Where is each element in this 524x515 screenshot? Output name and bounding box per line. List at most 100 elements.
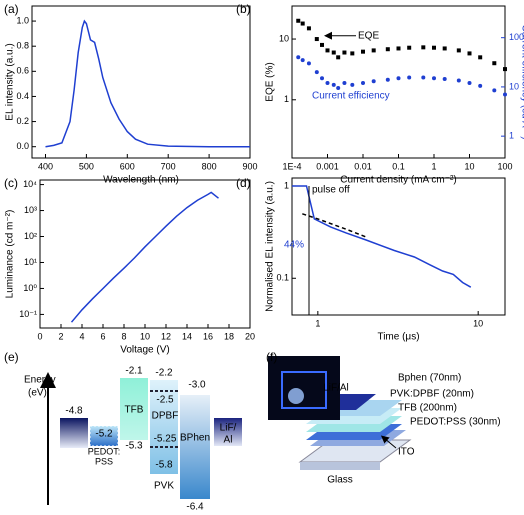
- eqe-point: [456, 48, 461, 53]
- x-tick-label: 0.001: [316, 161, 339, 171]
- device-photo: [268, 356, 340, 420]
- x-tick-label: 100: [497, 161, 512, 171]
- y2-axis-label: Current efficiency (cd A⁻¹): [519, 24, 524, 139]
- energy-label: -2.2: [155, 368, 173, 379]
- photo-pixel: [281, 371, 327, 409]
- y-axis-label: EQE (%): [265, 62, 276, 101]
- ce-point: [331, 82, 336, 87]
- ce-point: [478, 83, 483, 88]
- x-tick-label: 6: [100, 331, 105, 341]
- eqe-point: [342, 50, 347, 55]
- x-tick-label: 20: [245, 331, 255, 341]
- eqe-point: [336, 55, 341, 60]
- x-tick-label: 0.01: [354, 161, 372, 171]
- y-axis-label: Luminance (cd m⁻²): [5, 210, 16, 299]
- y-tick-label: 0.2: [16, 116, 29, 126]
- y-tick-label: 10³: [24, 205, 37, 215]
- energy-label: -4.8: [65, 406, 83, 417]
- y-tick-label: 10⁴: [23, 179, 37, 189]
- photo-glow: [288, 388, 304, 404]
- x-tick-label: 10: [140, 331, 150, 341]
- annotation: 44%: [284, 240, 304, 251]
- x-tick-label: 8: [121, 331, 126, 341]
- bphen-level: [180, 395, 210, 499]
- data-line: [292, 185, 472, 288]
- ito-arrow: [380, 435, 397, 449]
- panel-label: (d): [236, 176, 251, 190]
- device-diagram: [268, 356, 412, 470]
- panel-label: (f): [266, 350, 277, 364]
- ce-point: [467, 81, 472, 86]
- series-label: Current efficiency: [312, 90, 390, 101]
- ce-point: [296, 55, 301, 60]
- eqe-point: [492, 61, 497, 66]
- plot-frame: [39, 179, 251, 329]
- x-tick-label: 900: [242, 161, 257, 171]
- eqe-point: [320, 42, 325, 47]
- x-tick-label: 1: [315, 318, 320, 328]
- eqe-point: [385, 47, 390, 52]
- fit-line: [302, 213, 367, 238]
- ce-point: [407, 75, 412, 80]
- eqe-point: [442, 46, 447, 51]
- energy-label: Al: [224, 435, 233, 446]
- x-tick-label: 14: [182, 331, 192, 341]
- ce-point: [421, 75, 426, 80]
- eqe-point: [306, 26, 311, 31]
- ce-point: [361, 81, 365, 86]
- y2-tick-label: 1: [509, 131, 514, 141]
- x-tick-label: 500: [79, 161, 94, 171]
- ito-level: [60, 418, 88, 448]
- static-texts: (e) Energy (eV) (f): [4, 350, 277, 398]
- eqe-point: [432, 45, 436, 50]
- eqe-point: [314, 37, 319, 42]
- x-tick-label: 10: [473, 318, 483, 328]
- ce-point: [492, 88, 497, 93]
- y-tick-label: 0.4: [16, 91, 29, 101]
- eqe-point: [478, 55, 483, 60]
- ce-point: [350, 82, 355, 87]
- x-tick-label: 700: [161, 161, 176, 171]
- x-tick-label: 4: [79, 331, 84, 341]
- x-axis-label: Voltage (V): [120, 345, 169, 356]
- axis-label: (eV): [28, 388, 47, 399]
- x-tick-label: 1: [431, 161, 436, 171]
- eqe-point: [421, 45, 426, 50]
- x-axis-label: Current density (mA cm⁻²): [340, 175, 456, 186]
- layer-label: Glass: [327, 475, 353, 486]
- panel-label: (b): [236, 2, 251, 16]
- y-tick-label: 1: [284, 180, 289, 190]
- y2-tick-label: 10: [509, 81, 519, 91]
- data-line: [70, 191, 219, 323]
- energy-label: ITO: [62, 450, 79, 461]
- glass-side: [300, 462, 380, 470]
- x-tick-label: 2: [58, 331, 63, 341]
- eqe-point: [300, 21, 305, 26]
- x-tick-label: 10: [464, 161, 474, 171]
- tfb-level: [120, 378, 148, 440]
- energy-label: DPBF: [152, 411, 179, 422]
- y-tick-label: 1: [284, 94, 289, 104]
- eqe-point: [503, 67, 507, 72]
- energy-label: -5.8: [155, 460, 173, 471]
- x-tick-label: 12: [161, 331, 171, 341]
- plot-frame: [291, 177, 506, 316]
- ce-point: [503, 92, 507, 97]
- y2-tick-label: 100: [509, 32, 524, 42]
- pvk-level: [150, 380, 178, 474]
- pedot-level: [89, 425, 119, 447]
- x-tick-label: 600: [120, 161, 135, 171]
- eqe-point: [350, 51, 355, 56]
- y-axis-label: Normalised EL intensity (a.u.): [265, 181, 276, 312]
- series-label: EQE: [358, 30, 379, 41]
- x-tick-label: 18: [224, 331, 234, 341]
- energy-label: -2.5: [156, 395, 174, 406]
- data-line: [45, 19, 250, 148]
- panel-label: (e): [4, 350, 19, 364]
- ce-point: [385, 77, 390, 82]
- ce-point: [325, 81, 330, 86]
- eqe-point: [396, 46, 401, 51]
- lif-level: [214, 418, 242, 446]
- x-tick-label: 0: [37, 331, 42, 341]
